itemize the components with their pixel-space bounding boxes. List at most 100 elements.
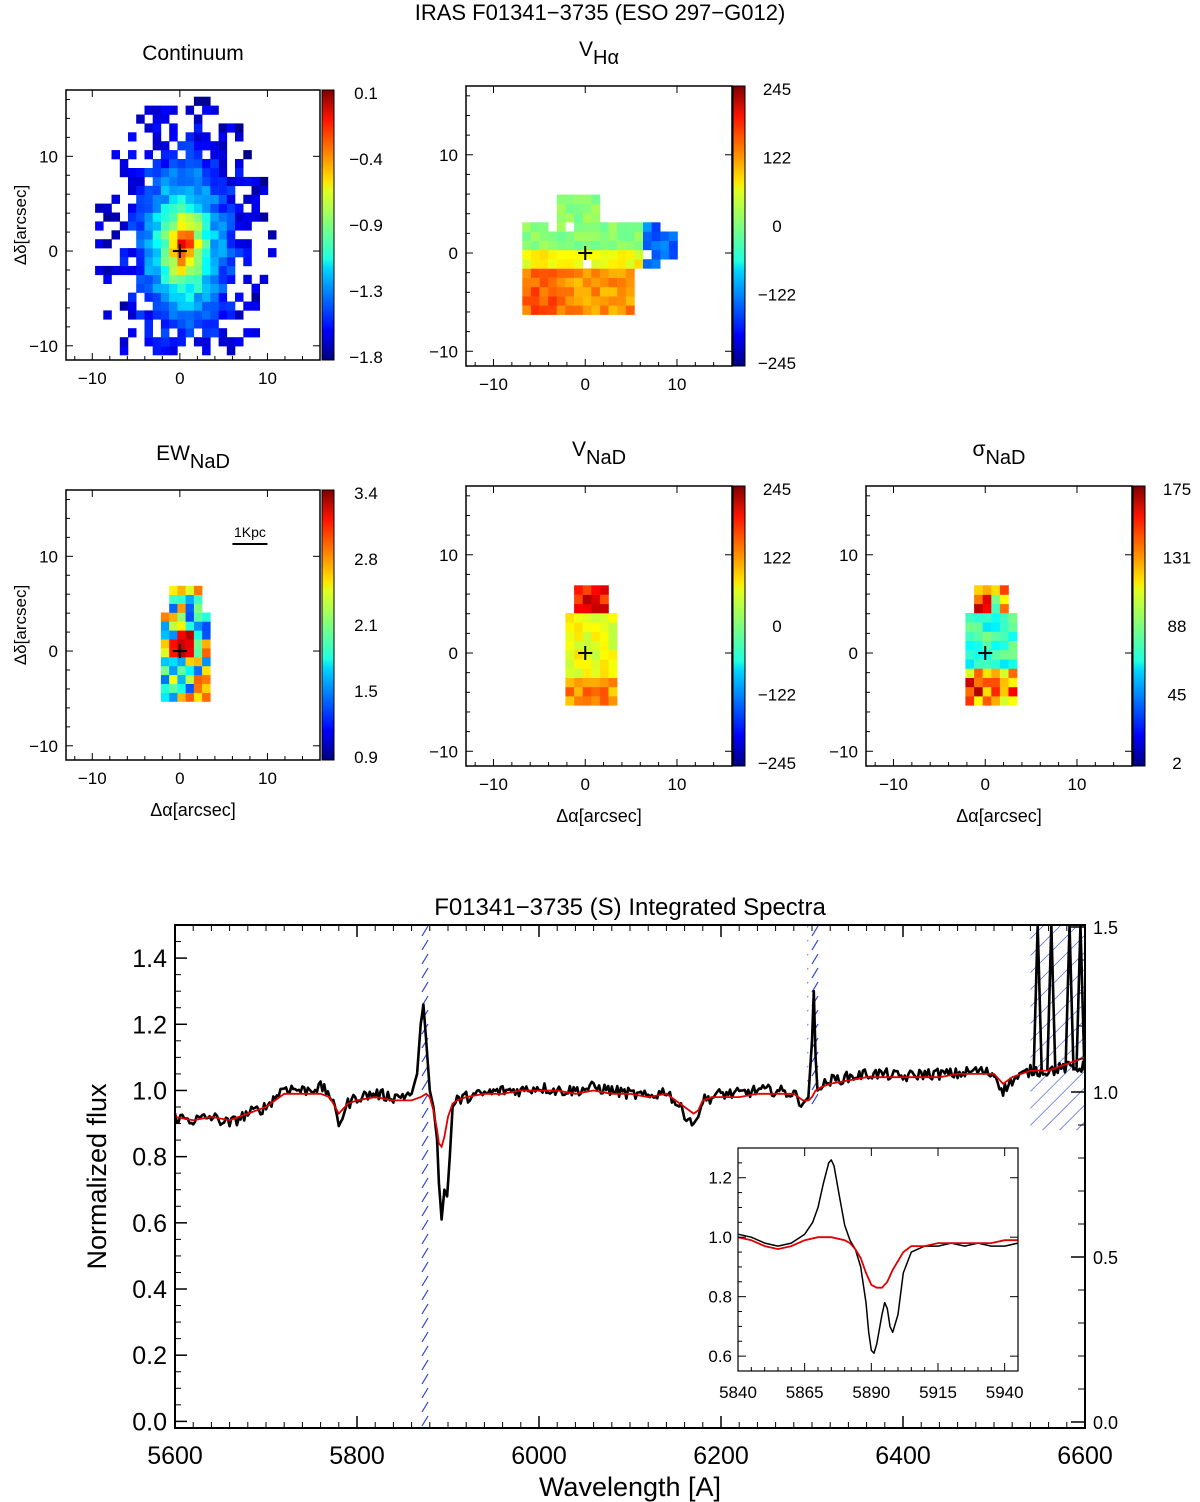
map-pixel bbox=[591, 250, 601, 260]
map-pixel bbox=[128, 265, 137, 276]
map-pixel bbox=[169, 123, 178, 133]
map-pixel bbox=[144, 203, 153, 213]
map-pixel bbox=[177, 665, 186, 676]
map-pixel bbox=[634, 222, 644, 232]
x-tick-label: 6200 bbox=[693, 1442, 749, 1470]
map-pixel bbox=[591, 668, 601, 678]
map-pixel bbox=[160, 212, 170, 222]
y-tick-label: −10 bbox=[29, 337, 58, 356]
map-pixel bbox=[991, 585, 1001, 595]
map-pixel bbox=[991, 603, 1001, 614]
map-pixel bbox=[160, 630, 170, 640]
map-pixel bbox=[251, 194, 260, 204]
map-pixel bbox=[193, 657, 203, 667]
map-pixel bbox=[128, 248, 137, 258]
map-title-subscript: NaD bbox=[190, 451, 230, 473]
map-pixel bbox=[152, 292, 162, 302]
map-pixel bbox=[243, 221, 252, 231]
maps-group: −10 0 10 −10 0 10 Continuum Δδ[arcsec] 0.1 −0.4 −0… bbox=[11, 38, 1191, 826]
map-pixel bbox=[160, 194, 170, 204]
map-pixel bbox=[152, 141, 162, 151]
map-pixel bbox=[982, 613, 992, 623]
map-pixel bbox=[582, 686, 592, 697]
map-pixel bbox=[193, 248, 203, 258]
map-pixel bbox=[226, 194, 236, 204]
map-pixel bbox=[539, 296, 549, 306]
map-pixel bbox=[144, 274, 153, 284]
map-pixel bbox=[599, 268, 609, 278]
map-pixel bbox=[591, 203, 601, 214]
map-pixel bbox=[235, 203, 244, 213]
x-tick-label: 0 bbox=[175, 369, 184, 388]
map-pixel bbox=[202, 221, 211, 231]
map-pixel bbox=[169, 648, 178, 658]
map-pixel bbox=[119, 346, 129, 356]
colorbar-tick-label: 0.9 bbox=[354, 748, 378, 767]
map-pixel bbox=[185, 221, 195, 231]
map-pixel bbox=[193, 692, 203, 702]
map-pixel bbox=[991, 622, 1001, 632]
map-pixel bbox=[982, 603, 992, 614]
map-pixel bbox=[243, 176, 252, 187]
map-pixel bbox=[169, 212, 178, 222]
map-pixel bbox=[218, 159, 228, 169]
map-pixel bbox=[243, 248, 252, 258]
map-pixel bbox=[144, 328, 153, 338]
map-pixel bbox=[218, 337, 228, 347]
map-pixel bbox=[574, 194, 583, 205]
map-pixel bbox=[152, 194, 162, 204]
map-pixel bbox=[608, 296, 618, 306]
map-pixel bbox=[565, 305, 575, 315]
map-pixel bbox=[582, 222, 592, 232]
colorbar-tick-label: 0 bbox=[772, 217, 781, 236]
map-pixel bbox=[235, 248, 244, 258]
map-pixel bbox=[582, 231, 592, 241]
map-pixel bbox=[144, 230, 153, 240]
map-pixel bbox=[974, 659, 983, 669]
colorbar-tick-label: −0.9 bbox=[349, 216, 383, 235]
map-pixel bbox=[999, 613, 1009, 623]
map-pixel bbox=[226, 257, 236, 267]
map-pixel bbox=[160, 150, 170, 160]
map-pixel bbox=[625, 277, 635, 288]
map-pixel bbox=[591, 603, 601, 614]
map-pixel bbox=[210, 248, 219, 258]
map-pixel bbox=[608, 222, 618, 232]
map-pixel bbox=[103, 265, 112, 276]
map-pixel bbox=[591, 194, 601, 205]
map-pixel bbox=[152, 159, 162, 169]
map-pixel bbox=[193, 203, 203, 213]
map-pixel bbox=[218, 176, 228, 187]
map-pixel bbox=[565, 194, 575, 205]
map-pixel bbox=[982, 622, 992, 632]
map-pixel bbox=[999, 686, 1009, 697]
map-pixel bbox=[235, 337, 244, 347]
map-pixel bbox=[999, 640, 1009, 651]
map-panel-3: −10 0 10 −10 0 10 EWNaD Δα[arcsec] Δδ[arcsec] 1Kp… bbox=[11, 442, 378, 820]
map-pixel bbox=[185, 239, 195, 249]
map-pixel bbox=[565, 686, 575, 697]
y-tick-label: 10 bbox=[439, 546, 458, 565]
y-tick-label: 1.4 bbox=[132, 945, 167, 973]
inset-x-tick-label: 5915 bbox=[919, 1383, 957, 1402]
map-pixel bbox=[169, 248, 178, 258]
map-pixel bbox=[185, 168, 195, 178]
map-pixel bbox=[582, 659, 592, 669]
map-pixel bbox=[169, 630, 178, 640]
map-pixel bbox=[152, 123, 162, 133]
map-pixel bbox=[177, 141, 186, 151]
map-pixel bbox=[991, 686, 1001, 697]
inset-model-line bbox=[737, 1236, 1018, 1289]
map-pixel bbox=[144, 265, 153, 276]
map-pixel bbox=[185, 648, 195, 658]
colorbar bbox=[732, 85, 746, 367]
map-pixel bbox=[119, 168, 129, 178]
map-pixel bbox=[185, 176, 195, 187]
x-tick-label: 10 bbox=[1068, 775, 1087, 794]
map-pixel bbox=[202, 648, 211, 658]
map-pixel bbox=[243, 301, 252, 311]
map-pixel bbox=[965, 668, 975, 678]
map-pixel bbox=[582, 240, 592, 251]
map-pixel bbox=[643, 231, 652, 241]
